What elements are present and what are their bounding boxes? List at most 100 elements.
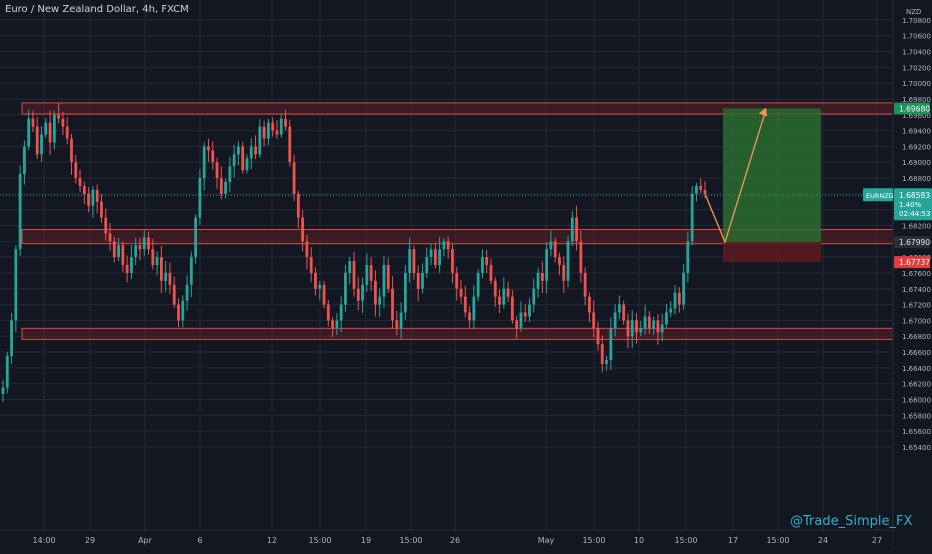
candle-body <box>70 138 73 163</box>
candle-body <box>673 292 677 309</box>
candle-body <box>446 241 450 250</box>
candle-body <box>485 257 489 266</box>
candle-body <box>309 257 313 273</box>
candle-body <box>596 328 600 345</box>
candle-body <box>215 162 219 179</box>
stop-price-label-bg <box>894 256 930 269</box>
current-price-text: 1.68583 <box>899 191 930 200</box>
candle-body <box>613 312 617 329</box>
x-tick-label: 12 <box>267 536 277 545</box>
candle-body <box>656 320 660 333</box>
candle-body <box>510 296 514 321</box>
candle-body <box>416 272 420 289</box>
time-axis-bg <box>0 530 893 550</box>
candle-body <box>78 178 82 186</box>
candle-body <box>588 296 591 313</box>
watermark-text: @Trade_Simple_FX <box>790 514 913 529</box>
candle-body <box>5 356 9 388</box>
candle-body <box>408 249 412 273</box>
candle-body <box>181 300 185 321</box>
candle-body <box>331 320 334 329</box>
price-axis[interactable]: 1.70800 1.70600 1.70400 1.70200 1.70000 1.698… <box>892 0 932 550</box>
candle-body <box>476 272 480 297</box>
candle-body <box>172 284 176 305</box>
candle-body <box>339 304 343 321</box>
candle-body <box>622 304 626 321</box>
candle-body <box>374 280 377 305</box>
y-tick-label: 1.70200 <box>902 64 931 72</box>
y-tick-label: 1.69200 <box>902 143 931 151</box>
entry-price-label: 1.67990 <box>894 236 930 249</box>
candle-body <box>391 288 394 321</box>
candle-body <box>219 178 223 194</box>
y-tick-label: 1.69800 <box>902 96 931 104</box>
y-tick-label: 1.67000 <box>902 317 931 325</box>
candle-body <box>403 272 407 313</box>
currency-label: NZD <box>906 8 921 16</box>
x-tick-label: 15:00 <box>399 536 422 545</box>
candle-body <box>185 284 189 301</box>
y-tick-label: 1.65400 <box>902 444 931 452</box>
x-tick-label: 15:00 <box>674 536 697 545</box>
candle-body <box>100 201 103 218</box>
candle-body <box>279 118 283 135</box>
candle-body <box>592 312 596 329</box>
candle-body <box>18 174 22 250</box>
y-tick-label: 1.70000 <box>902 80 931 88</box>
y-tick-label: 1.66400 <box>902 365 931 373</box>
candle-body <box>1 387 5 394</box>
candle-body <box>228 166 232 182</box>
candle-body <box>682 272 685 305</box>
candle-body <box>515 320 519 329</box>
y-tick-label: 1.68800 <box>902 175 931 183</box>
target-price-label-text: 1.69680 <box>899 104 930 113</box>
x-tick-label: 15:00 <box>582 536 605 545</box>
x-tick-label: 26 <box>450 536 460 545</box>
candle-body <box>14 249 18 321</box>
projection-arrow[interactable] <box>704 107 767 245</box>
candle-body <box>553 241 557 258</box>
y-tick-label: 1.66200 <box>902 381 931 389</box>
y-tick-label: 1.68200 <box>902 223 931 231</box>
candle-body <box>48 122 52 143</box>
candle-body <box>570 217 574 242</box>
candle-body <box>159 257 163 281</box>
candle-body <box>211 150 215 163</box>
time-axis[interactable]: 14:00 29 Apr 6 12 15:00 19 15:00 26 May 15:00 10 15:… <box>0 529 893 550</box>
y-tick-label: 1.66000 <box>902 397 931 405</box>
candle-body <box>386 265 390 289</box>
long-position-tool[interactable] <box>723 108 821 263</box>
candle-body <box>575 217 578 242</box>
candle-body <box>271 122 275 131</box>
y-tick-label: 1.70400 <box>902 49 931 57</box>
candle-body <box>459 288 463 297</box>
candle-body <box>695 185 698 194</box>
candle-body <box>207 146 210 151</box>
candle-body <box>558 257 561 266</box>
candle-body <box>202 146 206 179</box>
candle-body <box>74 162 78 179</box>
candle-body <box>322 284 326 305</box>
candle-body <box>532 288 536 305</box>
entry-price-label-text: 1.67990 <box>899 238 930 247</box>
x-tick-label: 19 <box>361 536 371 545</box>
symbol-tag-text: EURNZD <box>866 192 894 200</box>
candle-body <box>463 296 467 313</box>
candle-body <box>142 237 146 250</box>
candle-body <box>690 193 694 242</box>
candle-body <box>35 126 39 155</box>
x-tick-label: Apr <box>138 536 153 545</box>
y-tick-label: 1.69000 <box>902 159 931 167</box>
price-labels: 1.69680 1.67990 1.67737 EURNZD 1.685831.40%0… <box>0 102 932 269</box>
candle-body <box>703 189 707 194</box>
candle-body <box>198 178 202 218</box>
candle-body <box>412 249 416 273</box>
candle-body <box>545 249 549 281</box>
candle-body <box>104 217 108 234</box>
candle-body <box>117 245 120 258</box>
candle-body <box>87 193 91 206</box>
candle-body <box>335 320 339 329</box>
candle-body <box>348 261 352 273</box>
